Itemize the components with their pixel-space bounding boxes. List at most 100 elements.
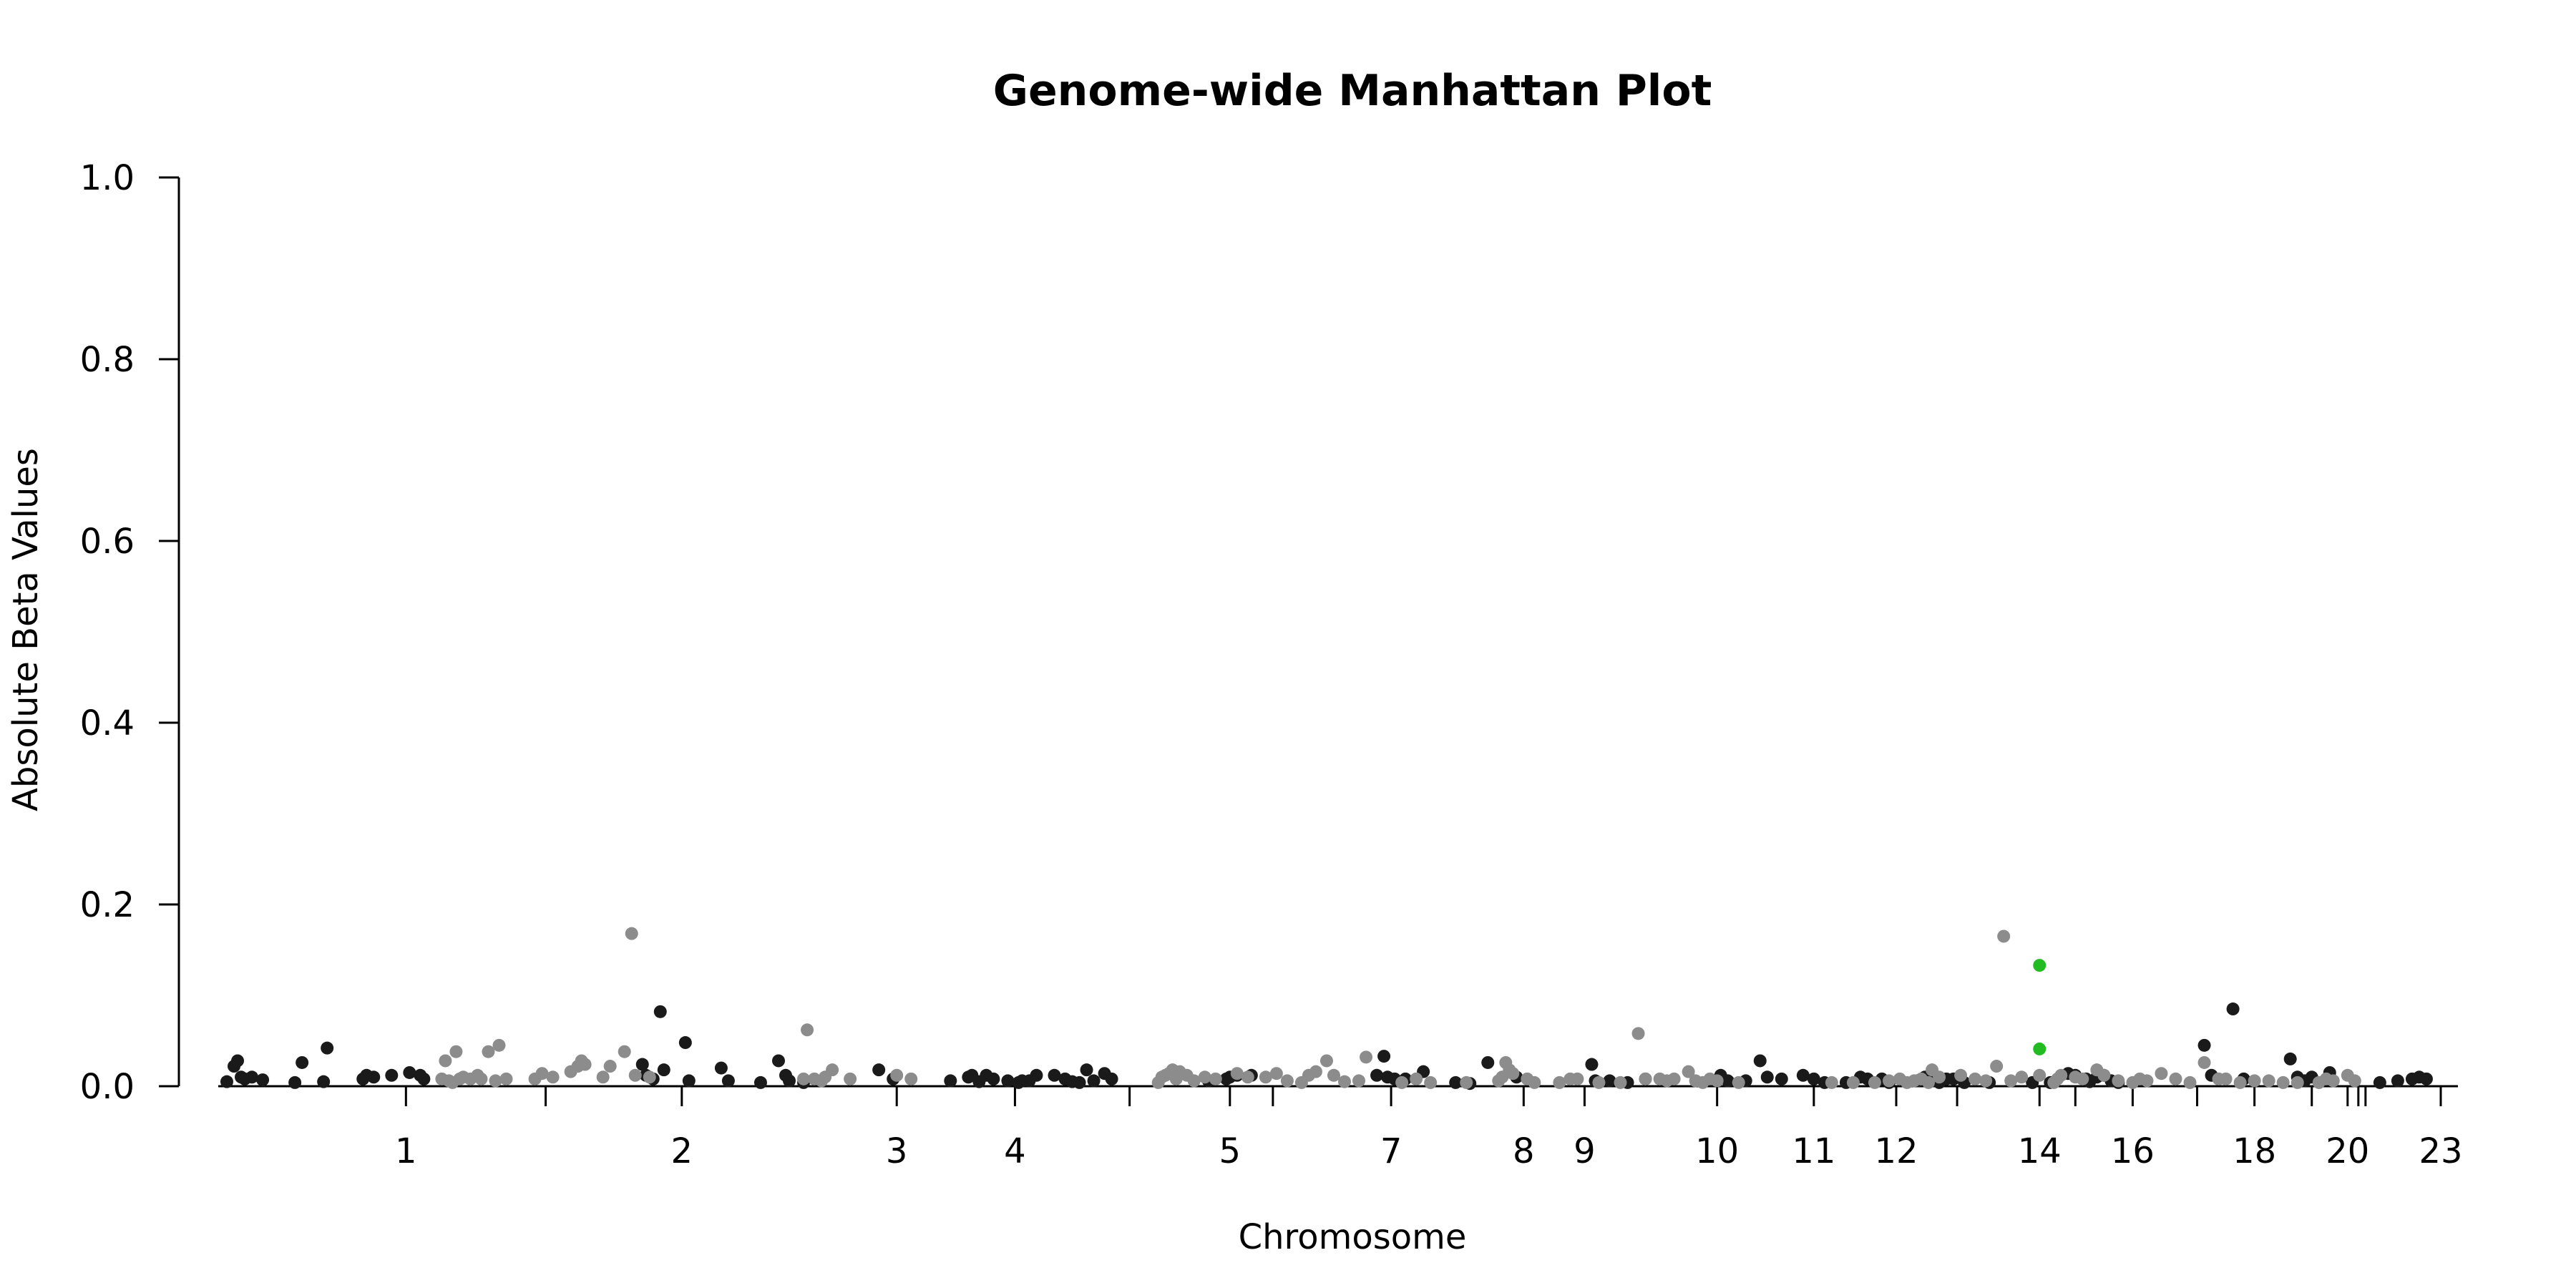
data-point-odd (1449, 1075, 1463, 1089)
y-tick-label: 0.2 (80, 885, 135, 925)
data-point-odd (256, 1073, 270, 1087)
data-point-even (1682, 1065, 1695, 1078)
data-point-odd (1105, 1072, 1118, 1085)
data-point-highlight (2033, 959, 2046, 972)
data-point-even (492, 1038, 506, 1052)
data-point-odd (1603, 1074, 1616, 1088)
data-point-even (2112, 1074, 2125, 1088)
data-point-even (596, 1070, 610, 1084)
data-points (220, 927, 2433, 1091)
y-axis-label: Absolute Beta Values (6, 448, 46, 811)
data-point-even (2140, 1074, 2154, 1088)
y-tick-label: 0.6 (80, 522, 135, 562)
data-point-even (2004, 1074, 2018, 1088)
data-point-even (1241, 1070, 1254, 1084)
x-tick-label: 3 (886, 1131, 908, 1171)
data-point-even (1209, 1072, 1222, 1085)
data-point-even (2326, 1074, 2340, 1088)
data-point-even (2290, 1075, 2304, 1089)
x-tick-label: 20 (2326, 1131, 2369, 1171)
data-point-even (1309, 1065, 1322, 1078)
x-axis: 1 2 3 4 5 7 8 9 10 11 12 14 16 18 20 23 (218, 1085, 2463, 1171)
data-point-even (890, 1068, 904, 1082)
data-point-odd (2373, 1075, 2386, 1089)
data-point-even (2033, 1068, 2046, 1082)
data-point-odd (2391, 1074, 2404, 1088)
data-point-even (2054, 1068, 2068, 1082)
data-point-odd (635, 1058, 649, 1071)
x-tick-label: 16 (2111, 1131, 2155, 1171)
data-point-even (1280, 1074, 1294, 1088)
data-point-even (1846, 1075, 1860, 1089)
data-point-even (499, 1072, 513, 1085)
x-tick-label: 14 (2018, 1131, 2062, 1171)
data-point-odd (1721, 1074, 1735, 1088)
data-point-odd (1087, 1074, 1101, 1088)
data-point-even (1631, 1027, 1645, 1040)
data-point-even (2183, 1075, 2197, 1089)
x-tick-label: 18 (2233, 1131, 2276, 1171)
data-point-odd (2226, 1002, 2240, 1016)
data-point-even (2169, 1072, 2182, 1085)
data-point-odd (714, 1061, 728, 1075)
data-point-even (1922, 1075, 1936, 1089)
data-point-even (474, 1072, 488, 1085)
data-point-even (2219, 1072, 2233, 1085)
data-point-even (603, 1060, 617, 1073)
data-point-even (844, 1072, 857, 1085)
data-point-odd (417, 1072, 431, 1085)
data-point-even (1395, 1075, 1409, 1089)
x-tick-label: 4 (1004, 1131, 1026, 1171)
data-point-odd (1760, 1070, 1774, 1084)
data-point-odd (1073, 1075, 1086, 1089)
y-tick-label: 0.4 (80, 703, 135, 743)
data-point-odd (403, 1065, 416, 1079)
data-point-even (2262, 1074, 2275, 1088)
data-point-even (535, 1067, 549, 1080)
data-point-odd (944, 1074, 957, 1088)
data-point-odd (872, 1063, 886, 1077)
data-point-odd (1048, 1068, 1061, 1082)
data-point-odd (1001, 1074, 1015, 1088)
data-point-even (2015, 1070, 2029, 1084)
data-point-even (489, 1074, 502, 1088)
y-tick-label: 0.8 (80, 340, 135, 380)
data-point-odd (220, 1075, 233, 1088)
data-point-even (2076, 1072, 2089, 1085)
data-point-odd (245, 1070, 259, 1084)
x-tick-label: 8 (1513, 1131, 1535, 1171)
data-point-even (625, 927, 638, 940)
data-point-even (1506, 1067, 1520, 1080)
data-point-odd (1030, 1068, 1043, 1082)
data-point-odd (783, 1074, 796, 1088)
data-point-odd (653, 1005, 667, 1018)
data-point-even (482, 1045, 495, 1058)
data-point-even (2097, 1068, 2111, 1082)
data-point-even (439, 1054, 452, 1068)
data-point-even (1319, 1054, 1333, 1068)
data-point-even (1187, 1074, 1201, 1088)
data-point-odd (296, 1055, 309, 1069)
data-point-odd (721, 1074, 735, 1088)
data-point-even (797, 1072, 811, 1085)
x-tick-label: 7 (1380, 1131, 1402, 1171)
data-point-even (1553, 1075, 1566, 1089)
data-point-odd (1080, 1063, 1093, 1077)
data-point-even (628, 1068, 642, 1082)
data-point-odd (753, 1075, 767, 1089)
y-axis: 0.0 0.2 0.4 0.6 0.8 1.0 (80, 158, 180, 1107)
data-point-odd (1796, 1068, 1810, 1082)
data-point-odd (1377, 1050, 1391, 1063)
data-point-even (1352, 1074, 1366, 1088)
y-tick-label: 0.0 (80, 1067, 135, 1107)
data-point-even (1571, 1072, 1584, 1085)
data-point-even (1360, 1050, 1373, 1064)
data-point-odd (1370, 1068, 1384, 1082)
x-axis-label: Chromosome (1239, 1217, 1467, 1257)
data-point-even (826, 1063, 839, 1077)
data-point-even (1410, 1072, 1423, 1085)
data-point-even (1424, 1075, 1438, 1089)
x-tick-label: 23 (2419, 1131, 2462, 1171)
data-point-even (1710, 1074, 1724, 1088)
data-point-even (1460, 1075, 1473, 1089)
